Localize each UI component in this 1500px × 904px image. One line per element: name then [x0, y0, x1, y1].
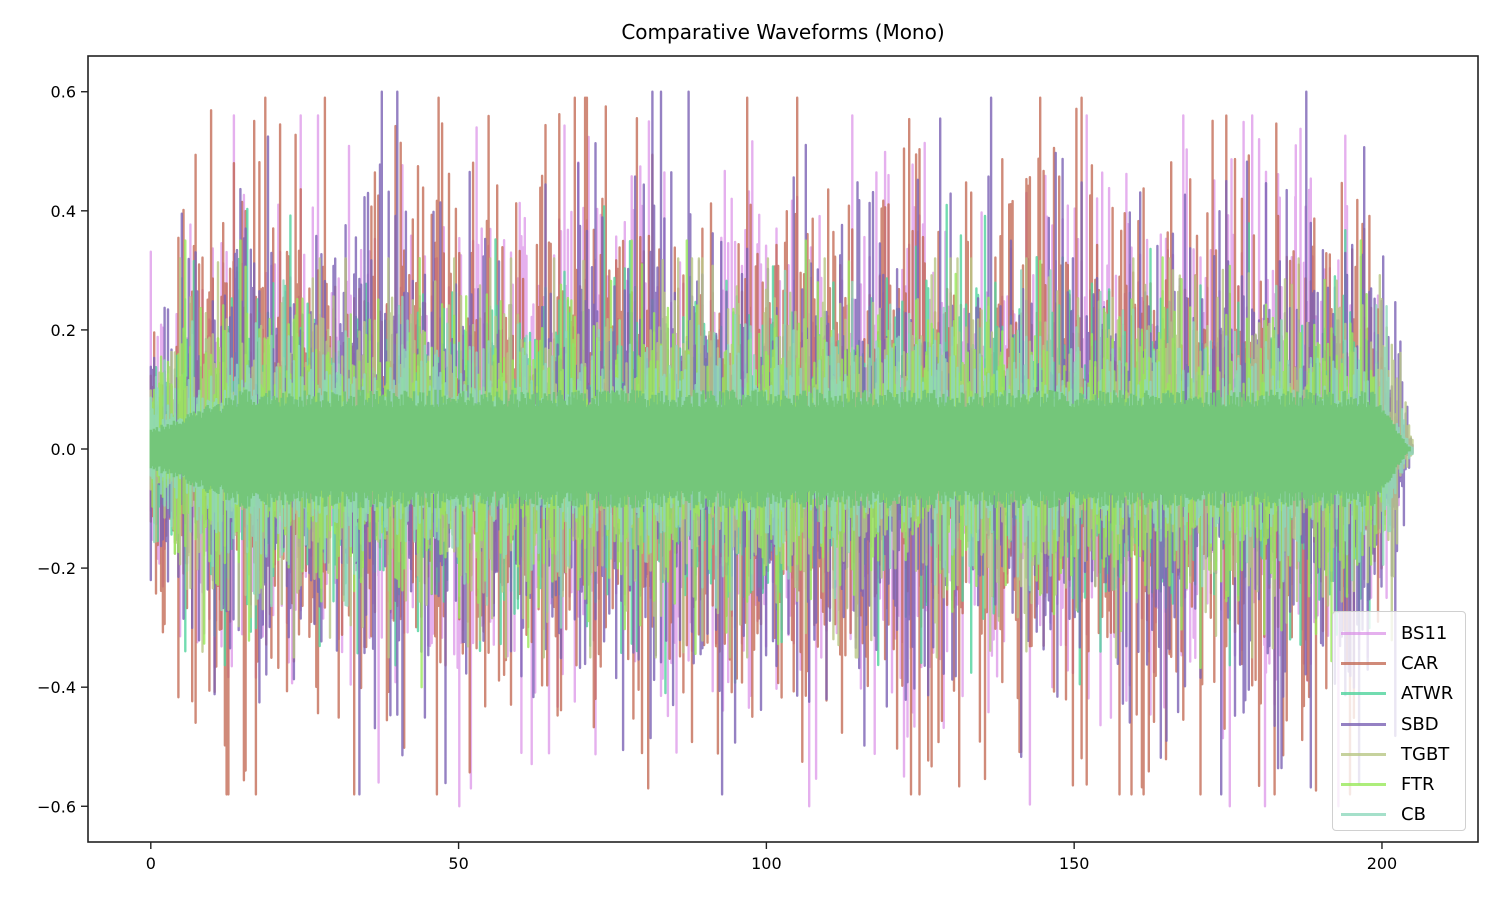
- x-tick-label: 50: [448, 854, 468, 873]
- legend-line-icon: [1341, 813, 1386, 817]
- y-tick-label: 0.2: [51, 321, 76, 340]
- legend-item-sbd: SBD: [1341, 709, 1465, 739]
- y-axis: −0.6 −0.4 −0.2 0.0 0.2 0.4 0.6: [37, 83, 88, 816]
- legend-label: FTR: [1401, 774, 1435, 796]
- x-axis: 0 50 100 150 200: [146, 842, 1398, 873]
- legend: BS11 CAR ATWR SBD TGBT FTR CB: [1332, 611, 1466, 831]
- y-tick-label: −0.2: [37, 559, 76, 578]
- y-tick-label: 0.4: [51, 202, 76, 221]
- legend-label: SBD: [1401, 713, 1439, 735]
- legend-line-icon: [1341, 631, 1386, 635]
- waveform-lines: [149, 90, 1414, 808]
- legend-label: BS11: [1401, 622, 1448, 644]
- legend-line-icon: [1341, 783, 1386, 787]
- x-tick-label: 200: [1367, 854, 1398, 873]
- legend-line-icon: [1341, 722, 1386, 726]
- legend-line-icon: [1341, 692, 1386, 696]
- legend-item-car: CAR: [1341, 648, 1465, 678]
- y-tick-label: −0.6: [37, 797, 76, 816]
- y-tick-label: 0.0: [51, 440, 76, 459]
- legend-line-icon: [1341, 661, 1386, 665]
- legend-line-icon: [1341, 752, 1386, 756]
- legend-label: CB: [1401, 804, 1426, 826]
- core-fill: [149, 389, 1411, 509]
- legend-label: CAR: [1401, 652, 1439, 674]
- legend-item-tgbt: TGBT: [1341, 739, 1465, 769]
- legend-item-bs11: BS11: [1341, 618, 1465, 648]
- legend-item-cb: CB: [1341, 800, 1465, 830]
- y-tick-label: −0.4: [37, 678, 76, 697]
- x-tick-label: 0: [146, 854, 156, 873]
- legend-item-atwr: ATWR: [1341, 679, 1465, 709]
- x-tick-label: 150: [1059, 854, 1090, 873]
- legend-label: ATWR: [1401, 683, 1454, 705]
- legend-item-ftr: FTR: [1341, 769, 1465, 799]
- chart-title: Comparative Waveforms (Mono): [621, 20, 945, 44]
- x-tick-label: 100: [751, 854, 782, 873]
- y-tick-label: 0.6: [51, 83, 76, 102]
- legend-label: TGBT: [1401, 743, 1450, 765]
